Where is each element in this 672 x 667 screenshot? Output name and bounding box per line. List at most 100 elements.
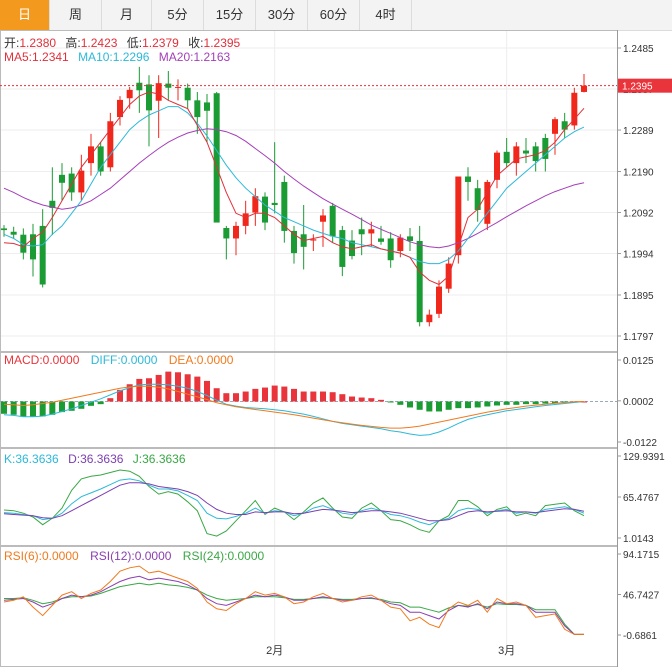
tab-4hour[interactable]: 4时 bbox=[360, 0, 412, 30]
macd-bar bbox=[407, 401, 413, 408]
macd-bar bbox=[165, 371, 172, 402]
macd-legend: MACD:0.0000 DIFF:0.0000 DEA:0.0000 bbox=[4, 353, 234, 367]
macd-bar bbox=[194, 376, 201, 402]
tab-5min[interactable]: 5分 bbox=[152, 0, 204, 30]
candle-body bbox=[320, 215, 326, 222]
macd-bar bbox=[146, 378, 152, 402]
tab-60min[interactable]: 60分 bbox=[308, 0, 360, 30]
candle-body bbox=[20, 234, 27, 253]
kdj-tick-label: 129.9391 bbox=[623, 452, 665, 463]
price-tick-label: 1.2092 bbox=[623, 209, 654, 220]
candle-body bbox=[78, 170, 85, 193]
ma20-label: MA20: bbox=[159, 50, 194, 64]
kdj-legend-j: J:36.3636 bbox=[133, 452, 186, 466]
candle-body bbox=[571, 92, 578, 126]
candle-body bbox=[291, 230, 297, 254]
kline-chart[interactable]: 0.0125 0.0002 -0.0122 129.9391 65.4767 1.014… bbox=[0, 30, 672, 667]
macd-bar bbox=[30, 401, 36, 417]
candle-body bbox=[10, 231, 17, 235]
macd-bar bbox=[426, 401, 433, 412]
ma10-value: 1.2296 bbox=[113, 50, 150, 64]
candle-body bbox=[68, 173, 75, 193]
close-value: 1.2395 bbox=[204, 36, 241, 50]
macd-panel: 0.0125 0.0002 -0.0122 bbox=[0, 356, 657, 449]
candle-body bbox=[387, 238, 394, 261]
macd-bar bbox=[68, 401, 75, 411]
price-tick-label: 1.1994 bbox=[623, 250, 654, 261]
kdj-legend-k: K:36.3636 bbox=[4, 452, 59, 466]
candle-body bbox=[561, 121, 568, 130]
candle-body bbox=[513, 146, 520, 164]
high-label: 高: bbox=[65, 35, 80, 50]
close-label: 收: bbox=[188, 36, 203, 50]
macd-bar bbox=[310, 391, 317, 402]
candle-body bbox=[581, 85, 587, 92]
ma5-value: 1.2341 bbox=[32, 50, 69, 64]
candle-body bbox=[252, 196, 259, 213]
low-value: 1.2379 bbox=[142, 36, 179, 50]
tab-15min[interactable]: 15分 bbox=[204, 0, 256, 30]
macd-tick-label: 0.0125 bbox=[623, 356, 654, 367]
macd-legend-dea: DEA:0.0000 bbox=[169, 353, 234, 367]
candle-body bbox=[552, 119, 558, 134]
candle-body bbox=[532, 146, 539, 162]
candle-body bbox=[310, 239, 317, 241]
candle-body bbox=[242, 213, 249, 226]
candle-body bbox=[107, 121, 114, 168]
candle-body bbox=[494, 152, 500, 180]
candle-body bbox=[329, 205, 336, 237]
macd-bar bbox=[10, 401, 17, 415]
macd-bar bbox=[262, 387, 268, 402]
moving-average-lines bbox=[3, 91, 585, 286]
macd-bar bbox=[494, 401, 500, 406]
macd-bar bbox=[242, 391, 249, 402]
candle-body bbox=[1, 228, 7, 231]
macd-bar bbox=[523, 401, 529, 405]
macd-bar bbox=[484, 401, 491, 407]
macd-bar bbox=[436, 401, 442, 412]
macd-bar bbox=[416, 401, 423, 410]
price-tick-label: 1.2485 bbox=[623, 44, 654, 55]
macd-bar bbox=[107, 398, 114, 402]
rsi-legend-24: RSI(24):0.0000 bbox=[183, 549, 265, 563]
rsi-tick-label: 46.7427 bbox=[623, 591, 660, 602]
tab-30min[interactable]: 30分 bbox=[256, 0, 308, 30]
candle-body bbox=[97, 146, 104, 172]
macd-bar bbox=[281, 386, 288, 402]
macd-bar bbox=[349, 396, 355, 402]
candle-body bbox=[474, 188, 481, 210]
high-value: 1.2423 bbox=[81, 36, 118, 50]
candle-body bbox=[117, 99, 123, 118]
period-tabs: 日 周 月 5分 15分 30分 60分 4时 bbox=[0, 0, 672, 31]
candle-body bbox=[426, 314, 433, 323]
macd-bar bbox=[378, 399, 384, 402]
tab-week[interactable]: 周 bbox=[50, 0, 102, 30]
candle-body bbox=[281, 181, 288, 231]
macd-bar bbox=[368, 398, 375, 402]
candle-body bbox=[175, 86, 181, 88]
candlestick-series bbox=[1, 66, 587, 327]
tab-day[interactable]: 日 bbox=[0, 0, 50, 30]
candle-body bbox=[465, 176, 471, 182]
rsi12-line bbox=[3, 575, 584, 635]
candle-body bbox=[194, 100, 201, 118]
candle-body bbox=[368, 229, 375, 234]
macd-bar bbox=[474, 401, 481, 408]
open-label: 开: bbox=[4, 36, 19, 50]
open-value: 1.2380 bbox=[19, 36, 56, 50]
macd-bar bbox=[39, 401, 46, 417]
macd-bar bbox=[223, 393, 230, 402]
tab-month[interactable]: 月 bbox=[102, 0, 152, 30]
macd-bar bbox=[271, 385, 278, 402]
candle-body bbox=[146, 84, 152, 111]
macd-bar bbox=[291, 388, 297, 402]
candle-body bbox=[262, 196, 268, 223]
rsi6-line bbox=[3, 565, 584, 635]
macd-bar bbox=[1, 401, 7, 414]
rsi-legend-6: RSI(6):0.0000 bbox=[4, 549, 79, 563]
ma20-value: 1.2163 bbox=[193, 50, 230, 64]
macd-bar bbox=[552, 401, 558, 404]
candle-body bbox=[49, 200, 56, 208]
macd-bar bbox=[329, 392, 336, 402]
ohlc-legend: 开:1.2380 高:1.2423 低:1.2379 收:1.2395 bbox=[4, 35, 241, 50]
